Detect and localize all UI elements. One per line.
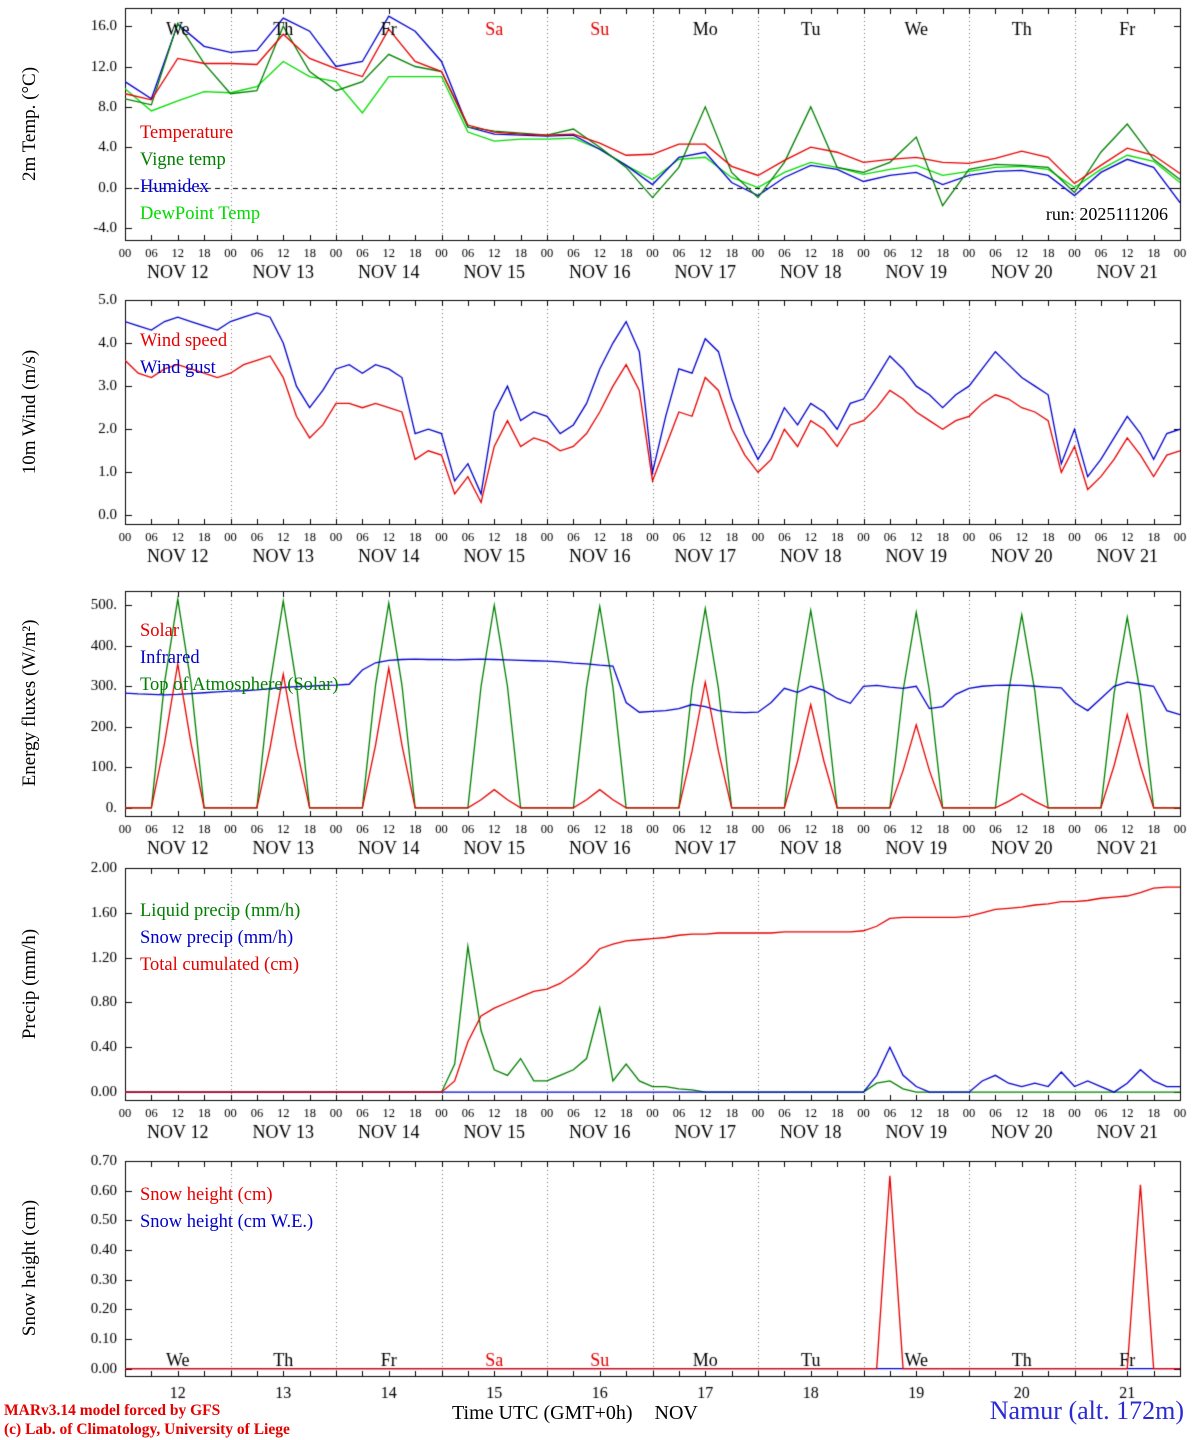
legend-item: Infrared (140, 648, 200, 668)
credit-line-1: MARv3.14 model forced by GFS (4, 1402, 221, 1419)
x-axis-title-text: Time UTC (GMT+0h) (452, 1402, 633, 1424)
legend-item: Vigne temp (140, 150, 226, 170)
legend-item: Snow precip (mm/h) (140, 928, 294, 948)
run-label: run: 2025111206 (1045, 204, 1168, 224)
legend-item: Snow height (cm) (140, 1185, 273, 1205)
station-label: Namur (alt. 172m) (989, 1396, 1184, 1425)
precip-legend: Liquid precip (mm/h) Snow precip (mm/h) … (140, 898, 300, 979)
legend-item: Liquid precip (mm/h) (140, 901, 301, 921)
y-axis-title-snow: Snow height (cm) (19, 1199, 40, 1337)
legend-item: Wind speed (140, 331, 228, 351)
legend-item: Top of Atmosphere (Solar) (140, 675, 339, 695)
y-axis-title-energy: Energy fluxes (W/m²) (19, 619, 40, 787)
x-axis-month-label: NOV (654, 1402, 698, 1424)
credit-line-2: (c) Lab. of Climatology, University of L… (4, 1421, 290, 1438)
legend-item: Solar (140, 621, 180, 641)
y-axis-title-wind: 10m Wind (m/s) (19, 349, 40, 475)
legend-item: Total cumulated (cm) (140, 955, 299, 975)
legend-item: Wind gust (140, 358, 216, 378)
legend-item: DewPoint Temp (140, 204, 261, 224)
temperature-legend: Temperature Vigne temp Humidex DewPoint … (140, 120, 260, 228)
x-axis-title: Time UTC (GMT+0h) NOV (452, 1402, 698, 1425)
legend-item: Temperature (140, 123, 234, 143)
y-axis-title-temperature: 2m Temp. (°C) (19, 66, 40, 182)
legend-item: Humidex (140, 177, 209, 197)
energy-legend: Solar Infrared Top of Atmosphere (Solar) (140, 618, 339, 699)
wind-legend: Wind speed Wind gust (140, 328, 227, 382)
y-axis-title-precip: Precip (mm/h) (19, 928, 40, 1040)
snow-legend: Snow height (cm) Snow height (cm W.E.) (140, 1182, 313, 1236)
legend-item: Snow height (cm W.E.) (140, 1212, 314, 1232)
